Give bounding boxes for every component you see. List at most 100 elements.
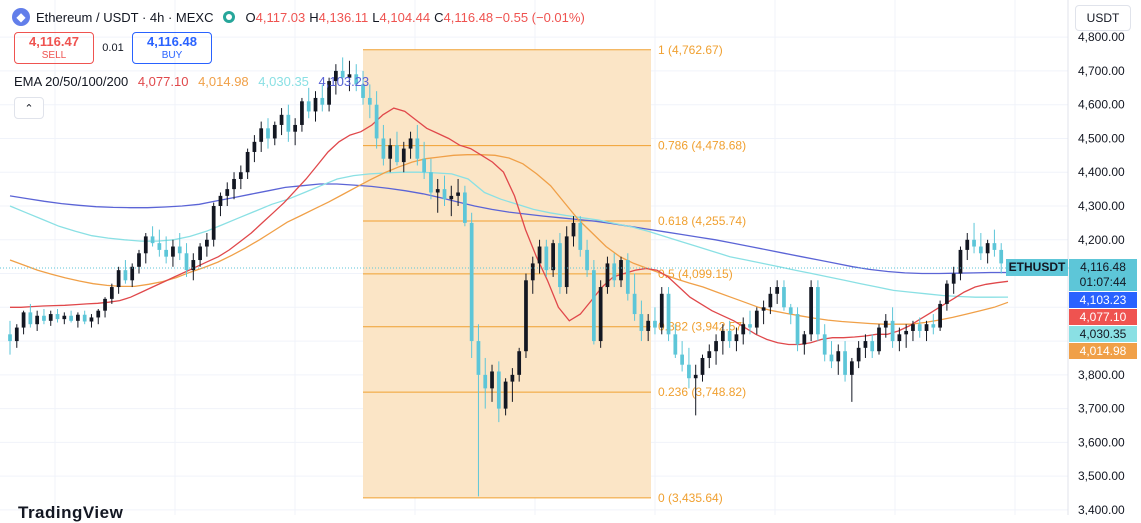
- candle: [490, 364, 494, 402]
- candle-body: [625, 260, 630, 294]
- candle-body: [551, 243, 555, 271]
- candle-body: [347, 74, 352, 78]
- candle: [992, 229, 997, 257]
- high-label: H: [309, 9, 319, 25]
- candle: [727, 320, 732, 348]
- candle: [334, 64, 338, 95]
- candle-body: [490, 371, 494, 389]
- candle-body: [992, 243, 997, 250]
- last-price-tag: 4,116.48 01:07:44: [1069, 258, 1137, 291]
- candle-body: [564, 236, 569, 288]
- candle: [42, 309, 46, 325]
- candle: [218, 192, 223, 217]
- candle: [917, 317, 922, 338]
- candle-body: [483, 374, 488, 389]
- candle: [632, 273, 637, 321]
- ema-legend[interactable]: EMA 20/50/100/200 4,077.10 4,014.98 4,03…: [14, 74, 375, 89]
- candle-body: [367, 97, 372, 105]
- currency-selector[interactable]: USDT: [1075, 5, 1131, 31]
- price-axis[interactable]: 4,800.00 4,700.00 4,600.00 4,500.00 4,400.00…: [1078, 30, 1125, 515]
- candle-body: [14, 327, 19, 342]
- candle: [442, 175, 447, 206]
- candle-body: [978, 246, 983, 254]
- candle-body: [707, 351, 712, 358]
- candle-body: [259, 128, 264, 142]
- candle: [469, 212, 474, 358]
- candle-body: [286, 114, 291, 132]
- candle-body: [673, 334, 678, 355]
- candle-body: [306, 101, 311, 112]
- candle-body: [754, 310, 759, 328]
- ema-price-tag: 4,014.98: [1069, 342, 1137, 359]
- fib-level-label: 0.618 (4,255.74): [658, 214, 746, 228]
- high-value: 4,136.11: [318, 9, 369, 25]
- candle: [374, 91, 379, 149]
- candle: [245, 148, 250, 179]
- ema-label: EMA 20/50/100/200: [14, 74, 129, 89]
- candle-body: [863, 341, 868, 348]
- chevron-up-icon: ⌃: [24, 102, 34, 115]
- candle: [985, 239, 990, 264]
- candle: [313, 91, 318, 122]
- buy-button[interactable]: 4,116.48 BUY: [132, 32, 212, 64]
- candle-body: [727, 330, 732, 342]
- candle-body: [266, 128, 270, 139]
- sell-button[interactable]: 4,116.47 SELL: [14, 32, 94, 64]
- fib-level-label: 0.382 (3,942.57): [658, 320, 746, 334]
- candle: [449, 185, 454, 217]
- candle: [408, 131, 413, 159]
- candle-body: [524, 280, 528, 352]
- ema20-line: [10, 107, 1009, 346]
- candle: [782, 280, 786, 311]
- close-label: C: [434, 9, 444, 25]
- candle: [619, 256, 623, 288]
- symbol-title[interactable]: Ethereum / USDT · 4h · MEXC: [36, 9, 214, 25]
- candle: [687, 347, 691, 389]
- candle-body: [917, 324, 922, 331]
- collapse-legend-button[interactable]: ⌃: [14, 97, 44, 119]
- candle-body: [69, 315, 73, 321]
- low-value: 4,104.44: [379, 9, 431, 25]
- bar-countdown: 01:07:44: [1079, 274, 1127, 289]
- close-value: 4,116.48: [443, 9, 494, 25]
- candle: [205, 233, 209, 257]
- spread-value: 0.01: [102, 42, 124, 54]
- candle-body: [232, 178, 236, 190]
- last-price-value: 4,116.48: [1080, 259, 1126, 274]
- currency-label: USDT: [1086, 11, 1120, 25]
- candle: [524, 273, 528, 358]
- candle: [62, 312, 67, 325]
- tradingview-logo[interactable]: TradingView: [18, 503, 123, 523]
- candle-body: [320, 97, 325, 105]
- candle-body: [958, 249, 963, 274]
- candle: [422, 141, 427, 179]
- price-tick-label: 3,400.00: [1078, 503, 1125, 515]
- candle-body: [578, 222, 583, 250]
- candle-body: [456, 192, 460, 196]
- candle: [537, 239, 542, 274]
- candle-body: [666, 293, 671, 335]
- candle: [673, 324, 678, 358]
- candle: [306, 87, 311, 119]
- candle-body: [856, 347, 861, 362]
- candle-body: [510, 374, 515, 382]
- candle-body: [517, 351, 522, 375]
- candle-body: [293, 124, 298, 132]
- candle-body: [883, 320, 888, 328]
- candle-body: [816, 287, 820, 335]
- price-tick-label: 3,500.00: [1078, 469, 1125, 483]
- candle-body: [103, 298, 107, 311]
- candle: [883, 314, 888, 338]
- candle-body: [585, 249, 589, 271]
- candle: [109, 283, 114, 304]
- candle: [395, 131, 399, 166]
- candle: [598, 280, 603, 348]
- candle: [843, 341, 847, 382]
- fib-level-label: 1 (4,762.67): [658, 43, 723, 57]
- candle: [150, 226, 155, 247]
- candle-body: [42, 315, 46, 321]
- candle: [48, 310, 53, 326]
- candle: [435, 178, 440, 213]
- ema20-value: 4,077.10: [137, 74, 189, 89]
